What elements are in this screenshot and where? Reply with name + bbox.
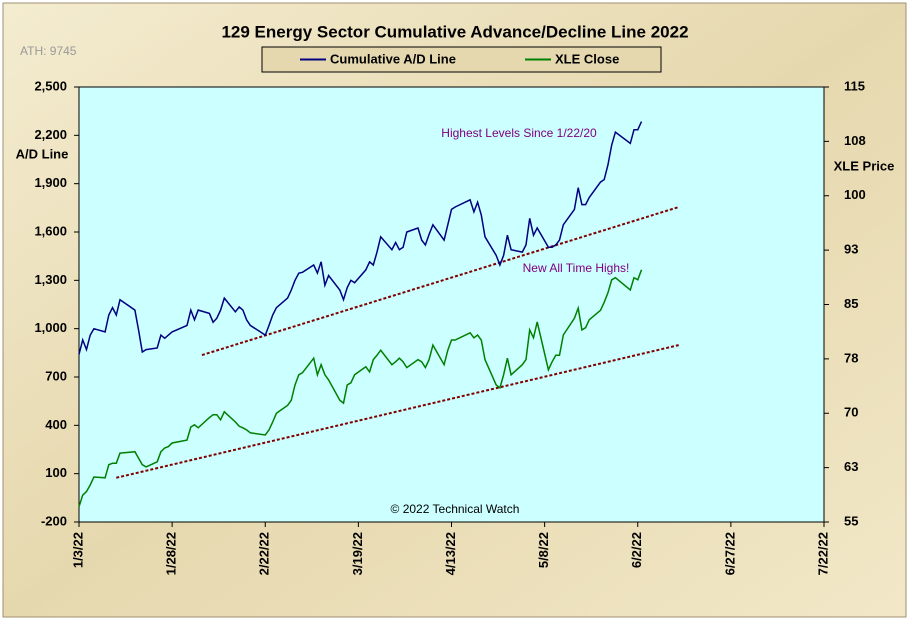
legend: [261, 46, 662, 73]
y2-tick-label: 55: [844, 513, 858, 528]
trendline: [116, 344, 679, 479]
legend-label: Cumulative A/D Line: [330, 51, 456, 66]
y2-tick-label: 85: [844, 296, 858, 311]
y-tick-label: 2,500: [34, 78, 67, 93]
chart-title: 129 Energy Sector Cumulative Advance/Dec…: [221, 22, 688, 41]
x-tick-label: 1/28/22: [164, 532, 179, 575]
x-tick-label: 4/13/22: [443, 532, 458, 575]
y2-axis-label: XLE Price: [834, 158, 895, 173]
y-tick-label: 100: [45, 465, 67, 480]
y-tick-label: 400: [45, 417, 67, 432]
y-tick-label: 1,000: [34, 320, 67, 335]
x-tick-label: 6/2/22: [629, 532, 644, 568]
annotation: ATH: 9745: [20, 44, 77, 58]
annotation: Highest Levels Since 1/22/20: [441, 126, 597, 140]
x-tick-label: 1/3/22: [70, 532, 85, 568]
x-tick-label: 5/8/22: [536, 532, 551, 568]
annotation: © 2022 Technical Watch: [391, 502, 520, 516]
y2-tick-label: 78: [844, 350, 858, 365]
series-line: [78, 269, 643, 508]
y-tick-label: 1,900: [34, 175, 67, 190]
y-tick-label: 700: [45, 368, 67, 383]
x-tick-label: 7/22/22: [815, 532, 830, 575]
plot-area: [78, 86, 825, 523]
x-tick-label: 2/22/22: [257, 532, 272, 575]
annotation: New All Time Highs!: [523, 261, 630, 275]
y-tick-label: 2,200: [34, 127, 67, 142]
y2-tick-label: 70: [844, 405, 858, 420]
legend-label: XLE Close: [555, 51, 619, 66]
y-axis-label: A/D Line: [16, 146, 69, 161]
y2-tick-label: 115: [844, 78, 865, 93]
y2-tick-label: 100: [844, 187, 866, 202]
y-tick-label: 1,600: [34, 223, 67, 238]
x-tick-label: 3/19/22: [350, 532, 365, 575]
y2-tick-label: 93: [844, 242, 858, 257]
x-tick-label: 6/27/22: [722, 532, 737, 575]
y2-tick-label: 108: [844, 133, 866, 148]
y2-tick-label: 63: [844, 459, 858, 474]
y-tick-label: -200: [41, 513, 67, 528]
series-line: [78, 121, 643, 355]
y-tick-label: 1,300: [34, 272, 67, 287]
trendline: [201, 206, 680, 357]
